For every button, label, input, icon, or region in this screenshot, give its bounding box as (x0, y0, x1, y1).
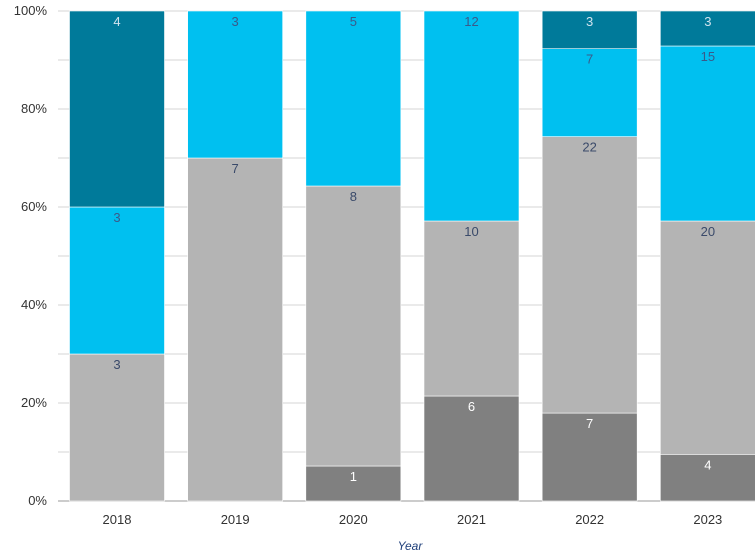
x-tick-label: 2021 (457, 512, 486, 527)
x-axis-title: Year (398, 539, 424, 553)
bar-segment (305, 465, 402, 502)
bar-segment (69, 206, 165, 355)
bar-value-label: 15 (701, 49, 715, 64)
bar-value-label: 4 (113, 14, 120, 29)
x-tick-label: 2018 (103, 512, 132, 527)
bar-value-label: 3 (113, 210, 120, 225)
bar-value-label: 7 (232, 161, 239, 176)
bar-value-label: 1 (350, 469, 357, 484)
bar-value-label: 22 (582, 140, 596, 155)
bar-segment (660, 10, 755, 47)
bar-segment (305, 185, 402, 467)
bar-segment (660, 45, 755, 222)
bar-value-label: 7 (586, 416, 593, 431)
bar-segment (541, 10, 638, 49)
bar-value-label: 7 (586, 52, 593, 67)
bar-value-label: 3 (586, 14, 593, 29)
bar-value-label: 4 (704, 457, 711, 472)
y-tick-label: 80% (21, 101, 47, 116)
bar-segment (423, 220, 520, 397)
bar-segment (660, 220, 755, 455)
x-tick-label: 2023 (693, 512, 722, 527)
bar-segment (541, 48, 638, 137)
bar-value-label: 3 (232, 14, 239, 29)
x-tick-label: 2020 (339, 512, 368, 527)
bar-value-label: 12 (464, 14, 478, 29)
bar-segment (423, 395, 520, 502)
bar-value-label: 6 (468, 399, 475, 414)
bar-value-label: 3 (113, 357, 120, 372)
bar-segment (660, 454, 755, 502)
x-tick-label: 2019 (221, 512, 250, 527)
bar-segment (69, 10, 165, 208)
bar-segment (69, 353, 165, 502)
x-tick-label: 2022 (575, 512, 604, 527)
bar-segment (187, 157, 283, 502)
bar-segment (541, 136, 638, 414)
y-tick-label: 40% (21, 297, 47, 312)
bar-value-label: 3 (704, 14, 711, 29)
bar-segment (423, 10, 520, 222)
y-tick-label: 0% (28, 493, 47, 508)
bar-segment (305, 10, 402, 187)
y-tick-label: 100% (14, 3, 48, 18)
bar-segment (541, 412, 638, 502)
bar-value-label: 20 (701, 224, 715, 239)
bar-value-label: 5 (350, 14, 357, 29)
y-tick-label: 20% (21, 395, 47, 410)
bar-value-label: 10 (464, 224, 478, 239)
bar-value-label: 8 (350, 189, 357, 204)
bar-segment (187, 10, 283, 159)
y-tick-label: 60% (21, 199, 47, 214)
